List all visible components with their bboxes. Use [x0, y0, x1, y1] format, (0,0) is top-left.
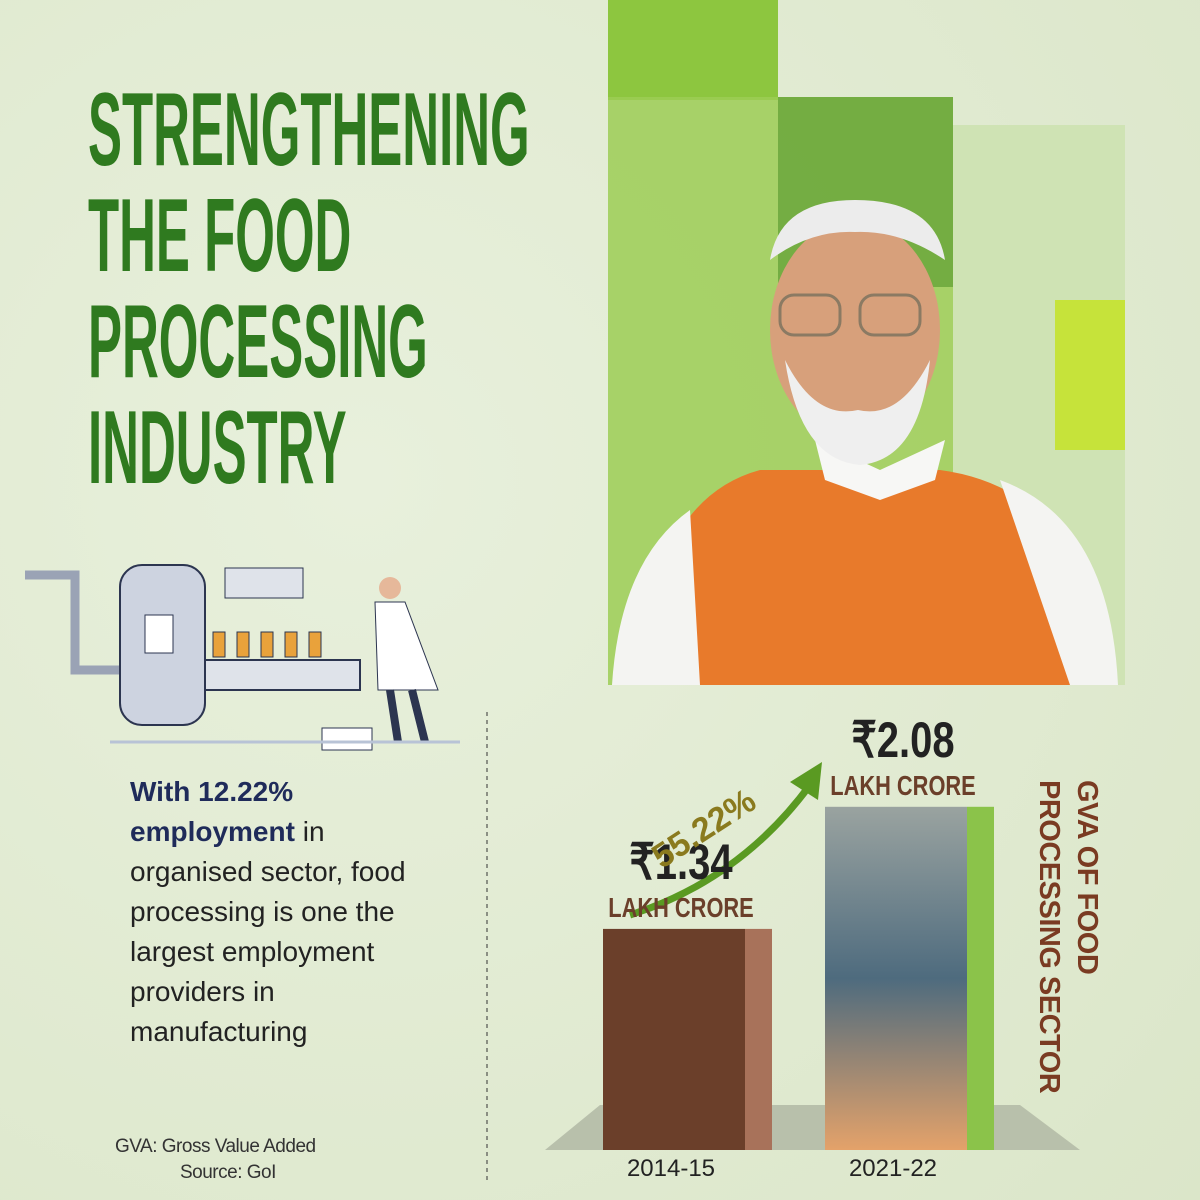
bottles	[212, 631, 322, 658]
note: Source: GoI	[180, 1162, 276, 1183]
bar	[603, 928, 745, 1150]
growth-arrowhead	[790, 762, 822, 800]
x-tick-label: 2014-15	[627, 1155, 715, 1182]
panel	[144, 614, 174, 654]
body-text: With 12.22% employment in organised sect…	[130, 772, 420, 1052]
glasses	[858, 293, 922, 337]
bar-side	[967, 806, 994, 1150]
pipe	[25, 570, 125, 675]
title-line: STRENGTHENING	[88, 72, 530, 188]
glasses	[778, 293, 842, 337]
title-line: INDUSTRY	[88, 390, 347, 506]
gloves	[1055, 300, 1125, 450]
growth-arrow	[628, 782, 813, 919]
face	[770, 220, 940, 440]
worker-head	[379, 577, 401, 599]
green-block	[608, 0, 778, 100]
bar	[825, 806, 967, 1150]
hair	[770, 200, 945, 260]
value-label: ₹2.08	[851, 712, 954, 768]
title-line: PROCESSING	[88, 284, 428, 400]
x-tick-label: 2021-22	[849, 1155, 937, 1182]
bar-side	[745, 928, 772, 1150]
body-bold: With 12.22% employment	[130, 776, 295, 847]
worker-legs	[386, 689, 429, 743]
vest	[640, 470, 1115, 685]
value-unit: LAKH CRORE	[608, 892, 754, 923]
title-line: THE FOOD	[88, 178, 352, 294]
note: GVA: Gross Value Added	[115, 1136, 316, 1157]
value-unit: LAKH CRORE	[830, 770, 976, 801]
beard	[785, 360, 930, 465]
body-rest: in organised sector, food processing is …	[130, 816, 406, 1047]
value-label: ₹1.34	[629, 834, 732, 890]
control-box	[224, 567, 304, 599]
crate	[321, 727, 373, 751]
lab-coat	[374, 601, 439, 691]
axis-title: GVA OF FOOD PROCESSING SECTOR	[1033, 780, 1103, 1094]
shirt	[612, 480, 1118, 685]
conveyor	[204, 659, 361, 691]
